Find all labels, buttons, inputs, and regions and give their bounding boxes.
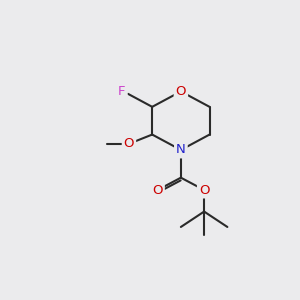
Text: O: O [152, 184, 163, 196]
Text: N: N [176, 143, 186, 157]
Text: F: F [118, 85, 126, 98]
Text: O: O [176, 85, 186, 98]
Text: O: O [124, 137, 134, 150]
Text: O: O [199, 184, 209, 196]
